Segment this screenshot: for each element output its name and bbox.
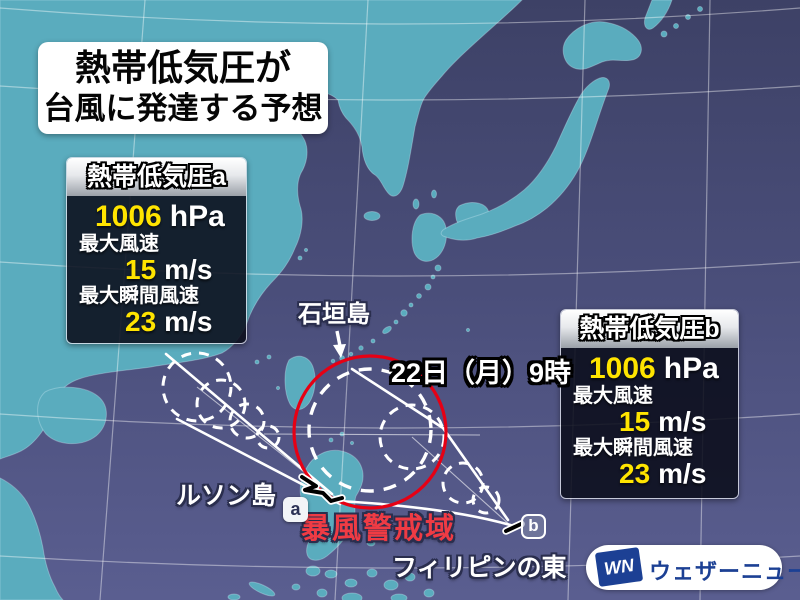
kyushu [411,212,447,262]
storm-b-title: 熱帯低気圧b [561,310,738,348]
luzon-label: ルソン島 [176,482,277,510]
storm-b-wind-label: 最大風速 [573,385,653,407]
storm-a-forecast-circles [161,351,281,450]
hainan-island [37,386,107,445]
storm-b-wind-value: 15 m/s [619,406,707,437]
storm-b-marker: b [521,514,546,539]
weathernews-logo: WN ウェザーニュース [586,545,800,590]
storm-a-gust-value: 23 m/s [125,306,213,337]
storm-b-gust-value: 23 m/s [619,458,707,489]
ishigaki-label: 石垣島 [298,301,370,328]
forecast-time-label: 22日（月）9時 [391,358,572,388]
storm-a-marker: a [283,497,308,522]
ishigaki-arrow [333,330,346,358]
storm-warning-area-label: 暴風警戒域 [301,513,457,545]
storm-b-forecast-circles [378,403,501,515]
storm-b-details: 1006 hPa 最大風速 15 m/s 最大瞬間風速 23 m/s [561,348,738,498]
storm-a-panel: 熱帯低気圧a 1006 hPa 最大風速 15 m/s 最大瞬間風速 23 m/s [66,157,247,344]
vietnam-coast [0,477,64,600]
honshu [440,77,610,241]
cheju-island [363,211,381,221]
title-line-2: 台風に発達する予想 [43,91,323,126]
philippine-islands [227,431,435,600]
ryukyu-islands [330,283,471,364]
wn-logo-icon: WN [594,547,644,587]
storm-a-title: 熱帯低気圧a [67,158,246,196]
storm-b-track [502,520,525,535]
weathernews-logo-text: ウェザーニュース [649,559,800,584]
east-of-philippines-label: フィリピンの東 [392,554,567,582]
forecast-graphics [161,330,525,535]
storm-b-pressure: 1006 hPa [589,352,719,385]
storm-a-wind-label: 最大風速 [79,233,159,255]
storm-warning-circle [292,354,448,510]
storm-a-details: 1006 hPa 最大風速 15 m/s 最大瞬間風速 23 m/s [67,196,246,343]
luzon-island [299,449,364,561]
storm-a-gust-label: 最大瞬間風速 [79,285,199,307]
sakhalin [644,0,673,30]
taiwan-island [284,355,316,410]
title-box: 熱帯低気圧が 台風に発達する予想 [38,42,328,134]
storm-b-panel: 熱帯低気圧b 1006 hPa 最大風速 15 m/s 最大瞬間風速 23 m/s [560,309,739,499]
storm-a-track [298,473,346,505]
forecast-circle-22nd [307,367,433,493]
storm-a-pressure: 1006 hPa [95,200,225,233]
title-line-1: 熱帯低気圧が [74,47,291,88]
hokkaido [562,21,642,70]
storm-a-wind-value: 15 m/s [125,254,213,285]
storm-b-gust-label: 最大瞬間風速 [573,437,693,459]
